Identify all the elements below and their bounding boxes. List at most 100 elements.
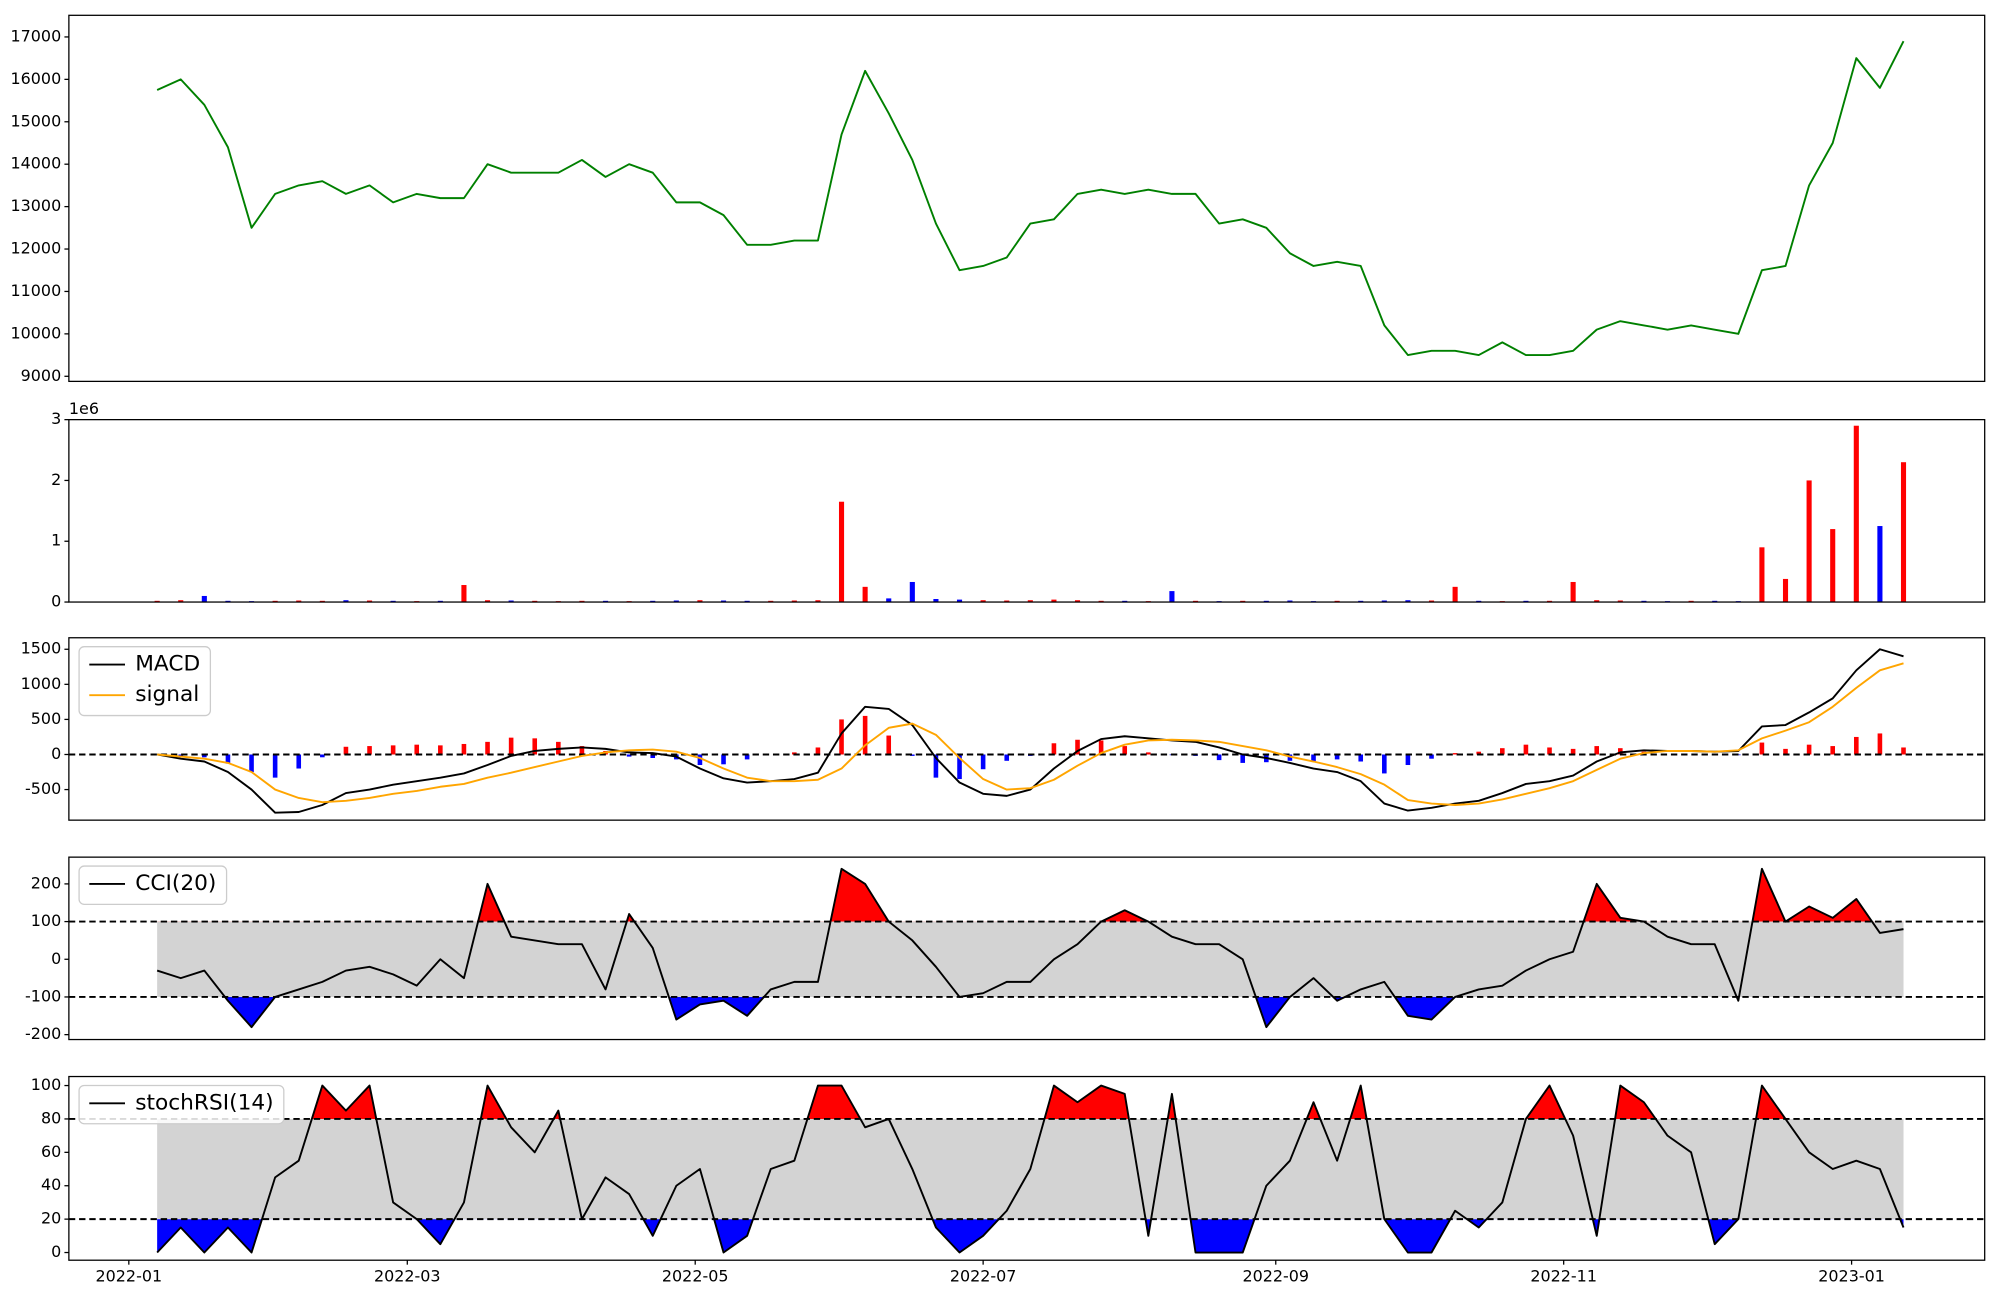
volume-bar <box>178 600 184 603</box>
x-tick-label: 2022-03 <box>374 1266 441 1285</box>
legend: stochRSI(14) <box>78 1084 285 1125</box>
legend-label: MACD <box>135 652 200 677</box>
oversold-fill <box>157 1219 1904 1253</box>
histogram-bar <box>980 754 986 770</box>
volume-bar <box>366 600 373 603</box>
volume-bar <box>862 586 868 603</box>
series-line <box>156 867 1904 1029</box>
histogram-bar <box>1311 754 1316 762</box>
y-tick-label: 9000 <box>21 366 62 385</box>
histogram-bar <box>1287 754 1293 761</box>
histogram-bar <box>1759 742 1765 755</box>
histogram-bar <box>461 743 467 755</box>
volume-bar <box>343 600 349 603</box>
histogram-bar <box>414 744 420 755</box>
volume-bar <box>1900 462 1907 603</box>
histogram-bar <box>792 752 797 755</box>
volume-bar <box>508 600 514 603</box>
histogram-bar <box>249 754 254 773</box>
legend-label: CCI(20) <box>135 871 216 896</box>
y-tick-label: 1500 <box>21 639 62 658</box>
y-tick-label: 13000 <box>11 196 62 215</box>
volume-bar <box>201 595 207 603</box>
series-line <box>156 648 1904 814</box>
volume-bar <box>484 600 491 603</box>
histogram-bar <box>1500 748 1505 755</box>
y-tick-label: 40 <box>41 1175 61 1194</box>
histogram-bar <box>957 754 962 780</box>
histogram-bar <box>1570 748 1576 755</box>
axes-frame <box>68 637 1986 821</box>
y-tick-label: 60 <box>41 1142 61 1161</box>
histogram-bar <box>438 745 443 755</box>
y-tick-label: 100 <box>31 911 61 930</box>
histogram-bar <box>1216 754 1222 761</box>
histogram-bar <box>886 735 892 755</box>
histogram-bar <box>1830 746 1836 755</box>
histogram-bar <box>485 741 490 755</box>
histogram-bar <box>1476 751 1482 755</box>
histogram-bar <box>1075 739 1080 755</box>
y-tick-label: 0 <box>51 744 61 763</box>
volume-bar <box>720 600 727 603</box>
histogram-bar <box>1334 754 1340 760</box>
histogram-bar <box>815 747 821 755</box>
x-tick-label: 2022-09 <box>1242 1266 1309 1285</box>
volume-bar <box>296 600 302 603</box>
x-tick-label: 2023-01 <box>1818 1266 1885 1285</box>
volume-bar <box>1759 547 1765 603</box>
histogram-bar <box>296 754 302 769</box>
histogram-bar <box>1240 754 1246 763</box>
volume-bar <box>1806 480 1812 603</box>
histogram-bar <box>1004 754 1010 761</box>
histogram-bar <box>225 754 231 764</box>
histogram-bar <box>1358 754 1364 762</box>
y-tick-label: 1000 <box>21 674 62 693</box>
axes-frame <box>68 14 1986 383</box>
volume-bar <box>909 581 915 603</box>
histogram-bar <box>579 746 585 755</box>
y-tick-label: 100 <box>31 1075 61 1094</box>
y-tick-label: 2 <box>51 470 61 489</box>
histogram-bar <box>1854 736 1859 755</box>
volume-bar <box>697 600 703 603</box>
volume-bar <box>1617 600 1623 603</box>
volume-bar <box>1570 581 1576 603</box>
histogram-bar <box>272 754 278 778</box>
volume-bar <box>1452 586 1458 603</box>
y-tick-label: 0 <box>51 1242 61 1261</box>
histogram-bar <box>1051 743 1057 755</box>
volume-bar <box>1853 425 1859 603</box>
histogram-bar <box>1122 746 1128 755</box>
y-tick-label: 20 <box>41 1209 61 1228</box>
y-tick-label: 10000 <box>11 323 62 342</box>
histogram-bar <box>343 746 349 755</box>
volume-bar <box>461 585 467 603</box>
y-tick-label: 0 <box>51 592 61 611</box>
legend-box <box>78 865 228 905</box>
histogram-bar <box>1382 754 1387 774</box>
histogram-bar <box>933 754 939 778</box>
y-tick-label: 15000 <box>11 111 62 130</box>
y-tick-label: 12000 <box>11 239 62 258</box>
histogram-bar <box>1452 753 1458 755</box>
axes-frame <box>68 419 1986 603</box>
y-tick-label: 11000 <box>11 281 62 300</box>
volume-bar <box>791 600 797 603</box>
y-tick-label: 3 <box>51 409 61 428</box>
y-tick-label: 14000 <box>11 154 62 173</box>
volume-bar <box>1405 600 1411 603</box>
histogram-bar <box>650 754 656 758</box>
histogram-bar <box>508 737 514 755</box>
volume-bar <box>1051 599 1057 603</box>
x-tick-label: 2022-01 <box>96 1266 163 1285</box>
volume-bar <box>980 600 986 603</box>
histogram-bar <box>202 754 207 758</box>
histogram-bar <box>1146 752 1151 755</box>
histogram-bar <box>1547 747 1552 755</box>
volume-bar <box>1877 526 1883 603</box>
volume-bar <box>838 501 845 603</box>
volume-bar <box>815 600 821 603</box>
histogram-bar <box>1098 740 1104 755</box>
legend-box <box>78 1084 285 1125</box>
